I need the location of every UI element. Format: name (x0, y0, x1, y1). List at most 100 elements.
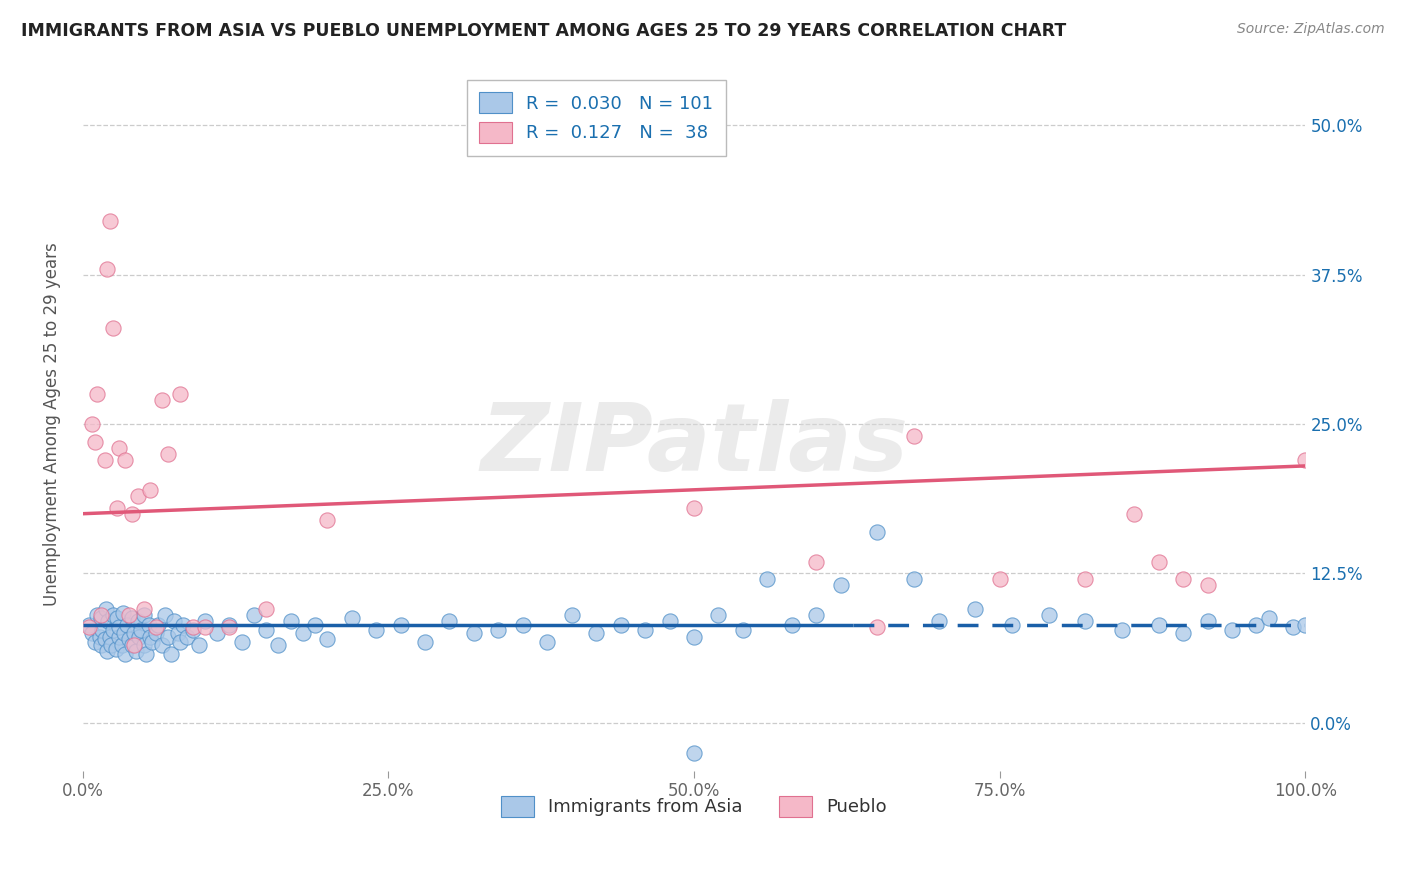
Point (512, 618, 534, 632)
Point (150, 393, 173, 408)
Point (105, 610, 128, 624)
Point (93, 453, 115, 467)
Point (153, 608, 176, 623)
Point (683, 746, 706, 760)
Text: IMMIGRANTS FROM ASIA VS PUEBLO UNEMPLOYMENT AMONG AGES 25 TO 29 YEARS CORRELATIO: IMMIGRANTS FROM ASIA VS PUEBLO UNEMPLOYM… (21, 22, 1066, 40)
Point (96, 644, 118, 658)
Point (157, 630, 180, 644)
Point (254, 602, 277, 616)
Point (122, 626, 145, 640)
Point (561, 608, 583, 623)
Point (231, 634, 253, 648)
Point (1257, 610, 1279, 624)
Point (609, 618, 631, 632)
Point (122, 638, 145, 652)
Text: Source: ZipAtlas.com: Source: ZipAtlas.com (1237, 22, 1385, 37)
Point (127, 489, 149, 503)
Point (756, 573, 779, 587)
Point (965, 602, 987, 616)
Point (159, 647, 181, 661)
Point (139, 630, 162, 644)
Point (1294, 453, 1316, 467)
Point (280, 615, 302, 629)
Point (1197, 578, 1219, 592)
Point (1171, 573, 1194, 587)
Point (115, 618, 138, 632)
Point (780, 618, 803, 632)
Point (114, 453, 136, 467)
Point (94, 602, 117, 616)
Point (121, 507, 143, 521)
Point (683, 500, 706, 515)
Point (93, 632, 115, 647)
Point (1147, 555, 1170, 569)
Point (267, 638, 290, 652)
Point (536, 634, 558, 648)
Point (82, 417, 104, 431)
Point (90, 608, 112, 623)
Point (806, 608, 828, 623)
Point (86, 387, 108, 401)
Point (658, 615, 681, 629)
Point (131, 623, 153, 637)
Point (172, 618, 194, 632)
Point (1123, 507, 1146, 521)
Point (181, 620, 204, 634)
Point (108, 441, 131, 455)
Point (291, 626, 314, 640)
Point (157, 447, 180, 461)
Point (82, 626, 104, 640)
Point (683, 630, 706, 644)
Point (108, 620, 131, 634)
Point (205, 626, 228, 640)
Point (100, 638, 122, 652)
Point (121, 610, 143, 624)
Point (108, 630, 131, 644)
Point (366, 623, 388, 637)
Point (103, 608, 125, 623)
Point (1111, 623, 1133, 637)
Point (634, 623, 657, 637)
Point (254, 623, 277, 637)
Point (316, 632, 339, 647)
Point (89, 630, 111, 644)
Point (111, 638, 134, 652)
Point (486, 623, 509, 637)
Point (194, 615, 217, 629)
Point (97, 615, 120, 629)
Point (98, 630, 121, 644)
Point (167, 626, 190, 640)
Point (181, 623, 204, 637)
Point (1074, 573, 1097, 587)
Point (316, 513, 339, 527)
Point (176, 630, 198, 644)
Point (83, 435, 105, 450)
Point (866, 620, 889, 634)
Point (169, 634, 191, 648)
Point (98, 214, 121, 228)
Point (988, 573, 1011, 587)
Point (103, 321, 125, 335)
Point (439, 615, 461, 629)
Point (1074, 615, 1097, 629)
Point (125, 644, 148, 658)
Point (132, 602, 155, 616)
Text: ZIPatlas: ZIPatlas (479, 399, 908, 491)
Point (77, 618, 100, 632)
Point (148, 618, 170, 632)
Point (1147, 618, 1170, 632)
Point (903, 429, 925, 443)
Point (132, 638, 155, 652)
Point (163, 615, 186, 629)
Point (150, 638, 173, 652)
Point (145, 620, 167, 634)
Point (103, 623, 125, 637)
Point (127, 615, 149, 629)
Point (707, 608, 730, 623)
Point (830, 578, 852, 592)
Point (1171, 626, 1194, 640)
Point (121, 638, 143, 652)
Point (105, 500, 128, 515)
Point (218, 618, 240, 632)
Point (145, 626, 167, 640)
